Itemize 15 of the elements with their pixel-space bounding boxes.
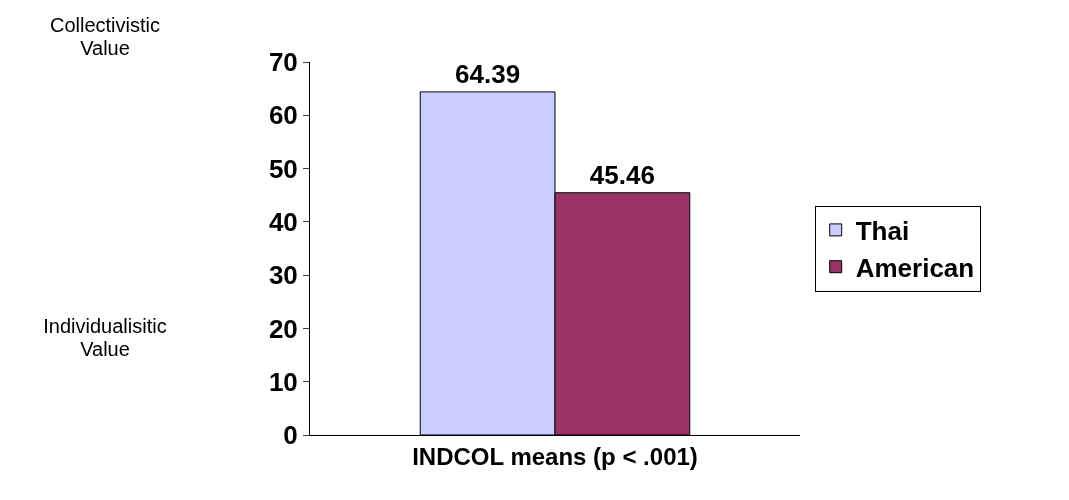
- y-tick-label: 10: [268, 366, 298, 397]
- y-tick-label: 70: [268, 47, 298, 78]
- legend-label: Thai: [855, 216, 910, 247]
- y-tick-label: 30: [268, 260, 298, 291]
- data-label: 45.46: [589, 159, 655, 190]
- y-tick-label: 0: [283, 420, 298, 451]
- text: Individualisitic Value: [42, 315, 168, 361]
- data-label: 64.39: [455, 58, 521, 89]
- y-tick-label: 50: [268, 153, 298, 184]
- legend-label: American: [855, 252, 975, 283]
- text: Collectivistic Value: [49, 14, 161, 60]
- x-axis-title: INDCOL means (p < .001): [412, 442, 698, 470]
- y-tick-label: 40: [268, 206, 298, 237]
- y-tick-label: 20: [268, 313, 298, 344]
- y-tick-label: 60: [268, 100, 298, 131]
